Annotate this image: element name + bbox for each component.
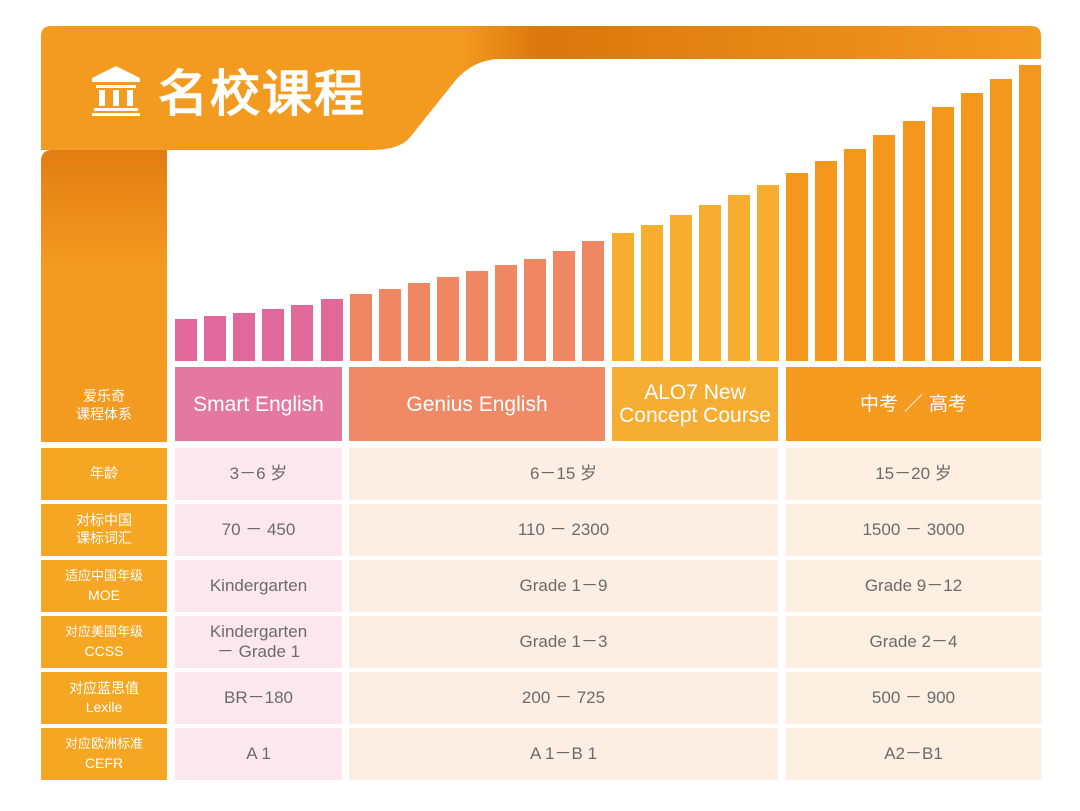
cell-age-smart: 3－6 岁 <box>175 448 342 500</box>
chart-bar <box>291 305 314 361</box>
chart-bar <box>815 161 838 361</box>
cell-cefr-middle: A 1－B 1 <box>349 728 778 780</box>
program-smart-english-label: Smart English <box>193 392 324 416</box>
program-genius-english: Genius English <box>349 367 605 441</box>
chart-bar <box>466 271 488 361</box>
cell-moe-smart: Kindergarten <box>175 560 342 612</box>
cell-vocab-middle: 110 － 2300 <box>349 504 778 556</box>
row-label-age: 年龄 <box>41 448 167 500</box>
banner-shape <box>41 26 1041 150</box>
cell-lexile-smart: BR－180 <box>175 672 342 724</box>
chart-bar <box>204 316 227 361</box>
chart-bar <box>757 185 779 361</box>
program-alo7-new-concept: ALO7 New Concept Course <box>612 367 778 441</box>
chart-bar <box>320 299 343 361</box>
row-label-lexile-line2: Lexile <box>85 699 123 715</box>
cell-lexile-middle: 200 － 725 <box>349 672 778 724</box>
cell-moe-middle: Grade 1－9 <box>349 560 778 612</box>
chart-bar <box>640 225 663 361</box>
chart-bar <box>902 121 925 361</box>
row-label-lexile: 对应蓝思值 Lexile <box>41 672 167 724</box>
chart-bar <box>553 251 576 361</box>
institution-icon <box>92 66 140 116</box>
program-exam: 中考 ／ 高考 <box>786 367 1041 441</box>
chart-bar <box>349 294 372 361</box>
chart-bar <box>436 277 459 361</box>
cell-cefr-exam: A2－B1 <box>786 728 1041 780</box>
row-label-moe-line2: MOE <box>88 587 120 603</box>
program-exam-label: 中考 ／ 高考 <box>859 392 968 415</box>
chart-bar <box>175 319 197 361</box>
chart-bar <box>495 265 518 361</box>
chart-bar <box>524 259 547 361</box>
chart-bar <box>844 149 867 361</box>
header-banner <box>41 26 1041 151</box>
row-label-moe-line1: 适应中国年级 <box>64 569 143 584</box>
chart-bar <box>727 195 750 361</box>
row-label-age-text: 年龄 <box>90 466 118 482</box>
chart-bar <box>698 205 721 361</box>
row-label-cefr-line1: 对应欧洲标准 <box>64 737 143 752</box>
row-label-ccss-line1: 对应美国年级 <box>64 625 143 640</box>
chart-bar <box>262 309 285 361</box>
cell-lexile-exam: 500 － 900 <box>786 672 1041 724</box>
cell-moe-exam: Grade 9－12 <box>786 560 1041 612</box>
row-label-moe: 适应中国年级 MOE <box>41 560 167 612</box>
program-system-label-line2: 课程体系 <box>76 407 132 423</box>
cell-ccss-smart-line1: Kindergarten <box>209 622 308 641</box>
program-genius-english-label: Genius English <box>406 392 548 416</box>
row-label-vocabulary-line1: 对标中国 <box>76 513 132 529</box>
row-label-ccss: 对应美国年级 CCSS <box>41 616 167 668</box>
chart-bar <box>611 233 634 361</box>
cell-ccss-smart: Kindergarten － Grade 1 <box>175 616 342 668</box>
chart-bar <box>407 283 430 361</box>
row-label-vocabulary-line2: 课标词汇 <box>76 531 132 547</box>
title-text: 名校课程 <box>158 65 366 123</box>
program-alo7-label-line1: ALO7 New <box>644 381 746 404</box>
chart-bar <box>873 135 896 361</box>
chart-bar <box>582 241 605 361</box>
cell-vocab-exam: 1500 － 3000 <box>786 504 1041 556</box>
row-label-ccss-line2: CCSS <box>84 643 124 659</box>
row-label-vocabulary: 对标中国 课标词汇 <box>41 504 167 556</box>
cell-age-exam: 15－20 岁 <box>786 448 1041 500</box>
program-system-label-line1: 爱乐奇 <box>83 389 125 405</box>
cell-ccss-exam: Grade 2－4 <box>786 616 1041 668</box>
row-label-cefr-line2: CEFR <box>84 755 124 771</box>
page-title: 名校课程 <box>88 58 366 123</box>
row-label-cefr: 对应欧洲标准 CEFR <box>41 728 167 780</box>
program-alo7-label-line2: Concept Course <box>619 404 771 427</box>
cell-age-middle: 6－15 岁 <box>349 448 778 500</box>
cell-cefr-smart: A 1 <box>175 728 342 780</box>
cell-vocab-smart: 70 － 450 <box>175 504 342 556</box>
cell-ccss-smart-line2: － Grade 1 <box>216 642 301 661</box>
chart-bar <box>786 173 809 361</box>
cell-ccss-middle: Grade 1－3 <box>349 616 778 668</box>
row-label-lexile-line1: 对应蓝思值 <box>69 681 139 697</box>
left-band <box>41 150 167 442</box>
program-smart-english: Smart English <box>175 367 342 441</box>
program-system-label: 爱乐奇 课程体系 <box>41 370 167 442</box>
chart-bar <box>669 215 692 361</box>
chart-bar <box>378 289 401 361</box>
chart-bar <box>233 313 256 361</box>
